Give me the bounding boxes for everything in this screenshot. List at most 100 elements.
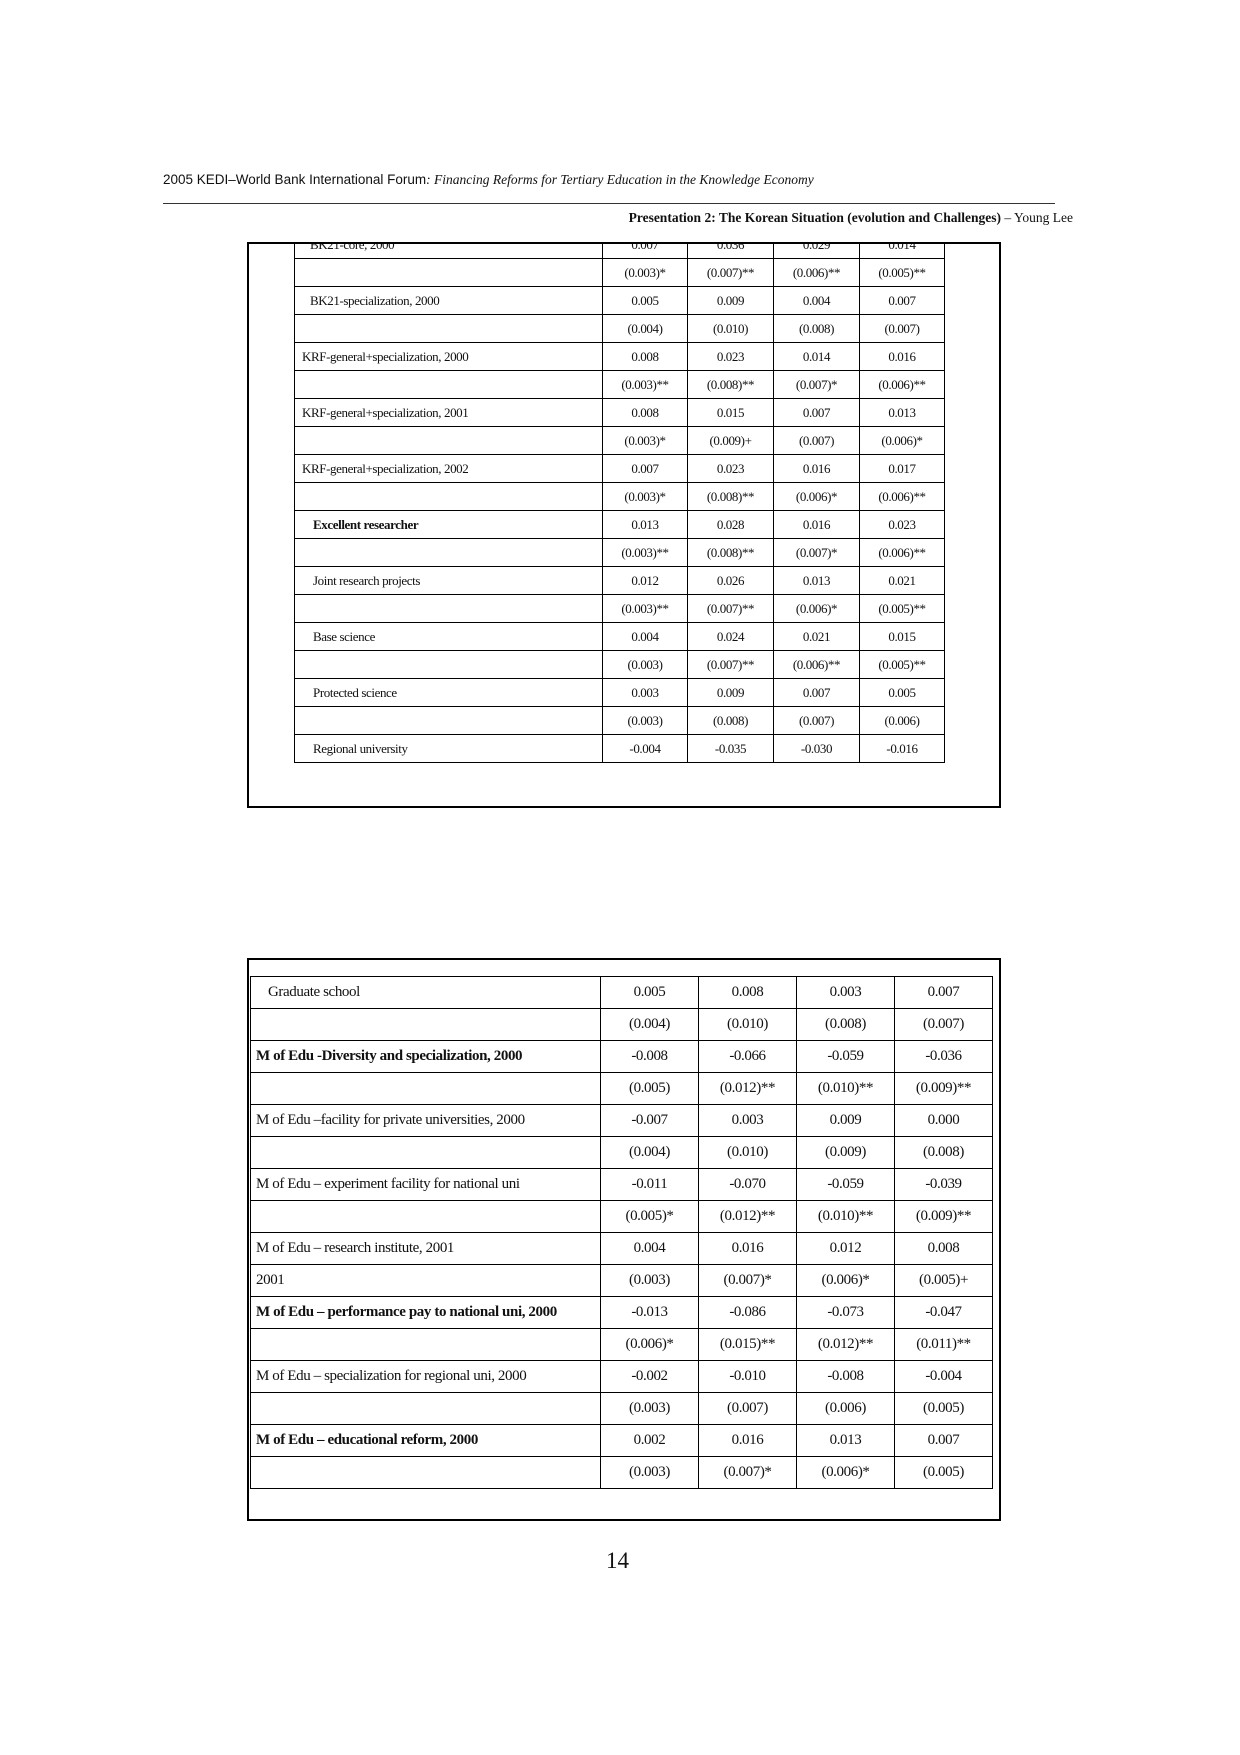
- cell-value: 0.000: [894, 1104, 993, 1137]
- cell-value: 0.007: [894, 976, 993, 1009]
- row-label: M of Edu – research institute, 2001: [250, 1232, 601, 1265]
- cell-value: 0.029: [773, 244, 860, 259]
- cell-value: (0.004): [600, 1136, 699, 1169]
- table-row: BK21-core, 2000 0.007 0.036 0.029 0.014: [294, 244, 945, 259]
- cell-value: (0.008): [773, 314, 860, 343]
- row-label: M of Edu – specialization for regional u…: [250, 1360, 601, 1393]
- table-row: (0.004) (0.010) (0.008) (0.007): [294, 314, 945, 343]
- table-row: (0.003)* (0.008)** (0.006)* (0.006)**: [294, 482, 945, 511]
- cell-value: (0.009)**: [894, 1200, 993, 1233]
- cell-value: 0.016: [859, 342, 945, 371]
- cell-value: (0.003)*: [602, 258, 688, 287]
- cell-value: 0.021: [773, 622, 860, 651]
- cell-value: (0.003): [602, 706, 688, 735]
- row-label: [294, 258, 603, 287]
- cell-value: (0.012)**: [698, 1072, 797, 1105]
- cell-value: (0.010): [698, 1136, 797, 1169]
- cell-value: (0.004): [602, 314, 688, 343]
- table-row: (0.003)* (0.007)** (0.006)** (0.005)**: [294, 258, 945, 287]
- presentation-title: Presentation 2: The Korean Situation (ev…: [628, 210, 1001, 225]
- cell-value: (0.010)**: [796, 1072, 895, 1105]
- table-box-lower: Graduate school 0.005 0.008 0.003 0.007 (0.00…: [247, 958, 1001, 1521]
- regression-table-ministry: Graduate school 0.005 0.008 0.003 0.007 (0.00…: [250, 976, 993, 1489]
- table-row: Base science 0.004 0.024 0.021 0.015: [294, 622, 945, 651]
- cell-value: 0.008: [698, 976, 797, 1009]
- table-row: (0.006)* (0.015)** (0.012)** (0.011)**: [250, 1328, 993, 1361]
- cell-value: -0.008: [796, 1360, 895, 1393]
- cell-value: 0.012: [602, 566, 688, 595]
- cell-value: (0.010): [687, 314, 774, 343]
- row-label: [294, 370, 603, 399]
- cell-value: -0.013: [600, 1296, 699, 1329]
- cell-value: (0.004): [600, 1008, 699, 1041]
- row-label: [250, 1328, 601, 1361]
- cell-value: 0.023: [687, 342, 774, 371]
- cell-value: 0.023: [687, 454, 774, 483]
- row-label: [294, 314, 603, 343]
- row-label: KRF-general+specialization, 2000: [294, 342, 603, 371]
- cell-value: (0.008): [687, 706, 774, 735]
- forum-subtitle: Financing Reforms for Tertiary Education…: [434, 172, 814, 187]
- cell-value: -0.036: [894, 1040, 993, 1073]
- cell-value: (0.006): [796, 1392, 895, 1425]
- cell-value: -0.059: [796, 1040, 895, 1073]
- row-label: [294, 650, 603, 679]
- cell-value: -0.059: [796, 1168, 895, 1201]
- running-header: 2005 KEDI–World Bank International Forum…: [163, 172, 814, 188]
- table-row: M of Edu – specialization for regional u…: [250, 1360, 993, 1393]
- cell-value: (0.005)**: [859, 258, 945, 287]
- cell-value: 0.021: [859, 566, 945, 595]
- cell-value: (0.007): [698, 1392, 797, 1425]
- cell-value: 0.007: [602, 454, 688, 483]
- cell-value: (0.005)**: [859, 594, 945, 623]
- cell-value: (0.008)**: [687, 482, 774, 511]
- presentation-header: Presentation 2: The Korean Situation (ev…: [629, 210, 1073, 226]
- cell-value: (0.010): [698, 1008, 797, 1041]
- row-label: [294, 426, 603, 455]
- cell-value: (0.006)*: [773, 594, 860, 623]
- cell-value: 0.017: [859, 454, 945, 483]
- cell-value: (0.009): [796, 1136, 895, 1169]
- cell-value: 0.015: [687, 398, 774, 427]
- cell-value: 0.008: [602, 398, 688, 427]
- cell-value: 0.016: [773, 454, 860, 483]
- row-label: [250, 1008, 601, 1041]
- cell-value: -0.008: [600, 1040, 699, 1073]
- table-row: M of Edu – performance pay to national u…: [250, 1296, 993, 1329]
- row-label: Joint research projects: [294, 566, 603, 595]
- cell-value: -0.010: [698, 1360, 797, 1393]
- cell-value: 0.026: [687, 566, 774, 595]
- cell-value: (0.007)*: [698, 1456, 797, 1489]
- forum-separator: :: [426, 172, 435, 187]
- table-row: (0.003)** (0.008)** (0.007)* (0.006)**: [294, 370, 945, 399]
- table-row: BK21-specialization, 2000 0.005 0.009 0.004…: [294, 286, 945, 315]
- cell-value: (0.006)*: [773, 482, 860, 511]
- cell-value: (0.006): [859, 706, 945, 735]
- row-label: [294, 706, 603, 735]
- cell-value: (0.007): [773, 706, 860, 735]
- row-label: Protected science: [294, 678, 603, 707]
- cell-value: (0.003)**: [602, 538, 688, 567]
- cell-value: 0.014: [773, 342, 860, 371]
- cell-value: 0.007: [773, 678, 860, 707]
- cell-value: (0.003)*: [602, 426, 688, 455]
- table-row: (0.003) (0.007) (0.006) (0.005): [250, 1392, 993, 1425]
- table-row: (0.004) (0.010) (0.008) (0.007): [250, 1008, 993, 1041]
- cell-value: (0.006)**: [859, 482, 945, 511]
- cell-value: (0.007): [894, 1008, 993, 1041]
- table-row: M of Edu – experiment facility for natio…: [250, 1168, 993, 1201]
- header-rule: [163, 203, 1055, 204]
- cell-value: (0.007): [859, 314, 945, 343]
- cell-value: (0.012)**: [796, 1328, 895, 1361]
- row-label: M of Edu – experiment facility for natio…: [250, 1168, 601, 1201]
- cell-value: -0.004: [894, 1360, 993, 1393]
- cell-value: (0.005)+: [894, 1264, 993, 1297]
- page-number: 14: [606, 1548, 629, 1573]
- row-label: [294, 538, 603, 567]
- row-label: Base science: [294, 622, 603, 651]
- cell-value: 0.036: [687, 244, 774, 259]
- cell-value: 0.004: [602, 622, 688, 651]
- table-row: KRF-general+specialization, 2002 0.007 0.0…: [294, 454, 945, 483]
- cell-value: (0.006)*: [796, 1264, 895, 1297]
- table-row: (0.003)* (0.009)+ (0.007) (0.006)*: [294, 426, 945, 455]
